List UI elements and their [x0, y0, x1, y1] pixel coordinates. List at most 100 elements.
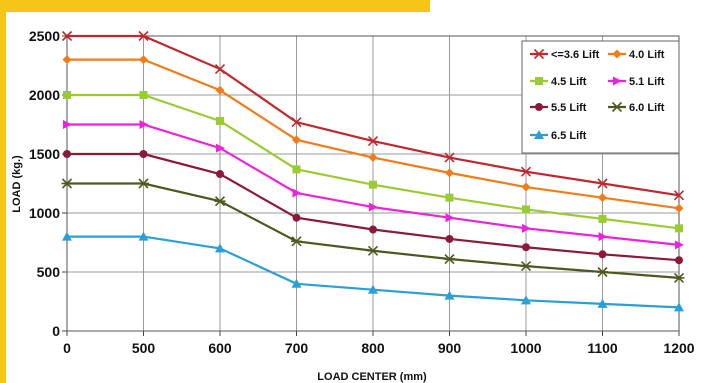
series-lines: [61, 30, 685, 312]
data-point: [521, 295, 531, 305]
data-point: [675, 256, 683, 265]
data-point: [215, 243, 225, 253]
data-point: [63, 120, 72, 129]
marker-stroke: [533, 48, 545, 60]
legend-swatch-marker: [535, 103, 543, 111]
data-point: [291, 236, 302, 247]
data-point: [216, 170, 224, 179]
legend-swatch-marker: [611, 101, 623, 113]
data-point: [674, 302, 684, 312]
data-point: [598, 193, 607, 203]
data-point: [597, 266, 608, 278]
series-4: [63, 150, 683, 265]
data-point: [216, 143, 225, 153]
data-point: [520, 261, 532, 272]
data-point: [675, 240, 684, 250]
legend-swatch-marker: [535, 77, 543, 85]
legend-swatch-marker: [613, 76, 622, 86]
data-point: [521, 182, 531, 192]
y-tick-label: 500: [37, 264, 61, 280]
data-point: [445, 213, 455, 223]
x-axis-label: LOAD CENTER (mm): [317, 371, 427, 383]
x-tick-label: 800: [361, 340, 385, 356]
data-point: [61, 30, 73, 42]
data-point: [445, 168, 454, 178]
data-point: [598, 214, 607, 223]
y-tick-label: 1000: [29, 205, 60, 221]
data-point: [675, 224, 683, 233]
data-point: [61, 178, 73, 189]
data-point: [369, 180, 377, 189]
legend: <=3.6 Lift 4.0 Lift 4.5 Lift 5.1 Lift 5.5 Li…: [521, 40, 680, 154]
data-point: [445, 234, 454, 243]
data-point: [216, 116, 224, 125]
legend-label: 4.5 Lift: [551, 76, 587, 88]
data-point: [63, 91, 71, 99]
series-1: [62, 55, 684, 213]
marker-stroke: [520, 166, 532, 177]
y-tick-label: 2000: [29, 87, 60, 103]
legend-label: 6.5 Lift: [551, 130, 587, 142]
data-point: [138, 231, 149, 241]
data-point: [367, 135, 379, 147]
x-tick-label: 900: [438, 340, 462, 356]
legend-swatch-marker: [612, 49, 622, 59]
x-tick-label: 500: [132, 340, 156, 356]
legend-item: 6.0 Lift: [608, 101, 665, 114]
data-point: [63, 150, 71, 158]
data-point: [291, 117, 302, 128]
data-point: [367, 245, 379, 256]
data-point: [522, 223, 531, 233]
data-point: [292, 188, 302, 198]
x-tick-label: 1000: [510, 340, 541, 356]
legend-item: 5.1 Lift: [608, 76, 665, 88]
data-point: [214, 196, 226, 207]
marker-stroke: [367, 135, 379, 147]
legend-item: <=3.6 Lift: [530, 48, 600, 61]
data-point: [445, 193, 454, 202]
data-point: [139, 55, 148, 65]
marker-stroke: [291, 117, 302, 128]
data-point: [522, 205, 530, 214]
data-point: [369, 225, 377, 234]
data-point: [138, 30, 149, 42]
data-point: [292, 213, 301, 222]
x-tick-label: 600: [208, 340, 232, 356]
legend-swatch-marker: [533, 48, 545, 60]
legend-item: 5.5 Lift: [530, 102, 587, 114]
series-2: [63, 91, 683, 233]
legend-box: [521, 40, 680, 154]
x-tick-label: 1100: [587, 340, 618, 356]
data-point: [292, 165, 301, 174]
y-tick-label: 0: [52, 323, 60, 339]
series-3: [63, 120, 684, 250]
marker-stroke: [214, 63, 226, 75]
data-point: [292, 135, 301, 145]
data-point: [215, 85, 225, 95]
y-tick-label: 2500: [29, 28, 60, 44]
legend-label: 5.1 Lift: [629, 76, 665, 88]
data-point: [673, 190, 685, 201]
series-0: [61, 30, 685, 201]
data-point: [62, 55, 72, 65]
data-point: [139, 150, 148, 158]
legend-item: 6.5 Lift: [530, 130, 587, 142]
data-point: [674, 203, 684, 213]
legend-item: 4.0 Lift: [608, 49, 665, 61]
data-point: [368, 153, 378, 163]
data-point: [520, 166, 532, 177]
data-point: [598, 232, 608, 242]
y-tick-labels: 0 500 1000 1500 2000 2500: [29, 28, 60, 339]
data-point: [598, 250, 607, 259]
marker-stroke: [597, 178, 608, 189]
legend-label: <=3.6 Lift: [551, 49, 600, 61]
data-point: [444, 253, 455, 265]
top-strip: [430, 0, 702, 12]
x-tick-label: 1200: [663, 340, 694, 356]
x-tick-label: 0: [63, 340, 71, 356]
data-point: [139, 91, 148, 99]
data-point: [444, 290, 455, 300]
data-point: [522, 243, 530, 252]
